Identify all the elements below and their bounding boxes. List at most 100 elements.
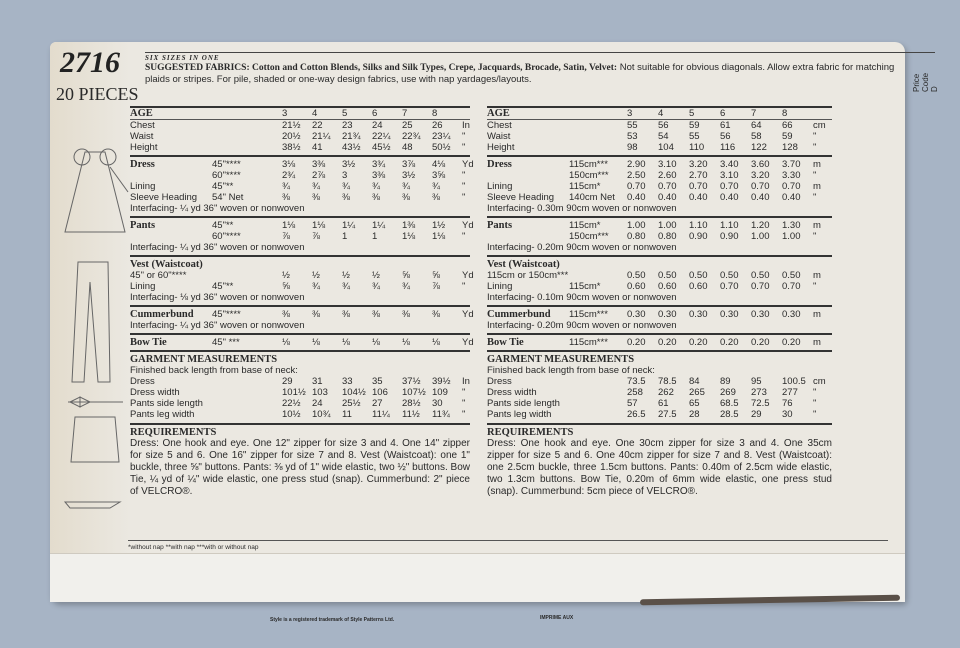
table-row: Height 38½ 41 43½ 45½ 48 50½ " <box>130 142 470 153</box>
row-label: Lining <box>487 281 513 292</box>
size-value: 0.70 <box>720 281 739 292</box>
size-value: 0.70 <box>689 181 708 192</box>
table-row: Cummerbund 115cm*** 0.30 0.30 0.30 0.30 0.30 0.… <box>487 309 832 320</box>
fabric-width <box>212 270 282 281</box>
size-value: 29 <box>751 409 762 420</box>
size-value: ¾ <box>372 281 380 292</box>
size-value: 104½ <box>342 387 366 398</box>
size-value: 26.5 <box>627 409 646 420</box>
table-row: 60"**** ⅞ ⅞ 1 1 1⅛ 1⅛ " <box>130 231 470 242</box>
pattern-envelope: 2716 20 PIECES Price Code D SIX SIZES IN… <box>50 42 939 623</box>
divider <box>145 52 935 53</box>
size-value: 1⅛ <box>312 220 326 231</box>
row-label: AGE <box>130 108 153 119</box>
size-value: 61 <box>720 120 731 131</box>
unit: " <box>462 231 466 242</box>
row-label <box>487 231 569 242</box>
size-value: 1.10 <box>689 220 708 231</box>
size-value: 53 <box>627 131 638 142</box>
size-value: ⅜ <box>372 309 380 320</box>
yardage-section: Vest (Waistcoat) 115cm or 150cm*** 0.50 0.5… <box>487 255 832 303</box>
sizes-banner: SIX SIZES IN ONE <box>145 54 220 62</box>
size-value: 0.90 <box>720 231 739 242</box>
size-value: 33 <box>342 376 353 387</box>
fabric-width: 60"**** <box>212 231 241 242</box>
fabric-width <box>212 387 282 398</box>
row-label: Dress <box>130 376 155 387</box>
size-value: ¾ <box>342 281 350 292</box>
requirements-title: REQUIREMENTS <box>487 423 832 438</box>
yardage-section: GARMENT MEASUREMENTS Finished back length… <box>130 350 470 420</box>
row-label: Chest <box>130 120 155 131</box>
table-row: Dress width 258 262 265 269 273 277 " <box>487 387 832 398</box>
fabric-width: 45"** <box>212 181 234 192</box>
fabric-width: 45"** <box>212 281 234 292</box>
size-value: 25½ <box>342 398 361 409</box>
row-label: Lining <box>487 181 513 192</box>
fabric-width: 45" *** <box>212 337 240 348</box>
size-value: 57 <box>627 398 638 409</box>
size-value: ½ <box>282 270 290 281</box>
table-row: Dress 45"**** 3⅛ 3⅜ 3½ 3¾ 3⅞ 4⅛ Yd <box>130 159 474 170</box>
size-value: 20½ <box>282 131 301 142</box>
metric-column: AGE 3 4 5 6 7 8 Chest 55 56 59 61 64 66 cm Waist 53 54 55 5… <box>487 106 832 498</box>
fabric-width <box>569 376 627 387</box>
size-value: ⅜ <box>342 309 350 320</box>
row-label: Bow Tie <box>130 337 167 348</box>
fabric-width <box>569 120 627 131</box>
requirements-title: REQUIREMENTS <box>130 423 470 438</box>
size-value: 1.00 <box>627 220 646 231</box>
size-value: ½ <box>312 270 320 281</box>
size-value: 21¼ <box>312 131 331 142</box>
section-subtitle: Finished back length from base of neck: <box>130 365 298 376</box>
size-value: 10½ <box>282 409 301 420</box>
size-value: 3⅞ <box>402 159 416 170</box>
fabric-width: 150cm*** <box>569 170 609 181</box>
size-value: 3.20 <box>751 170 770 181</box>
size-value: 104 <box>658 142 674 153</box>
row-label: Cummerbund <box>130 309 194 320</box>
size-value: 84 <box>689 376 700 387</box>
size-value: 21½ <box>282 120 301 131</box>
unit: " <box>462 409 466 420</box>
size-value: 89 <box>720 376 731 387</box>
table-row: Pants leg width 10½ 10¾ 11 11¼ 11½ 11¾ " <box>130 409 470 420</box>
size-value: ⅛ <box>372 337 380 348</box>
size-value: 38½ <box>282 142 301 153</box>
suggested-fabrics: SUGGESTED FABRICS: Cotton and Cotton Ble… <box>145 62 905 85</box>
size-value: 35 <box>372 376 383 387</box>
size-value: 72.5 <box>751 398 770 409</box>
size-value: 0.20 <box>627 337 646 348</box>
fabric-width <box>212 409 282 420</box>
yardage-section: AGE 3 4 5 6 7 8 Chest 21½ 22 23 24 25 26 In Waist 20½ 21¼… <box>130 106 470 153</box>
size-value: 26 <box>432 120 443 131</box>
fabric-width <box>569 387 627 398</box>
section-title: Vest (Waistcoat) <box>487 259 560 270</box>
unit: " <box>813 131 817 142</box>
fabric-width <box>212 142 282 153</box>
size-value: 37½ <box>402 376 421 387</box>
row-label: Pants side length <box>487 398 560 409</box>
size-value: 2¾ <box>282 170 296 181</box>
section-subtitle: Finished back length from base of neck: <box>487 365 655 376</box>
row-label: Height <box>130 142 158 153</box>
size-value: 0.30 <box>627 309 646 320</box>
trademark-note: Style is a registered trademark of Style… <box>270 617 395 623</box>
size-value: 0.50 <box>689 270 708 281</box>
fabric-width: 45"**** <box>212 309 241 320</box>
section-title: Vest (Waistcoat) <box>130 259 203 270</box>
size-value: 106 <box>372 387 388 398</box>
size-value: 3⅜ <box>312 159 326 170</box>
size-value: 64 <box>751 120 762 131</box>
yardage-section: AGE 3 4 5 6 7 8 Chest 55 56 59 61 64 66 cm Waist 53 54 55 5… <box>487 106 832 153</box>
pattern-number: 2716 <box>60 46 120 79</box>
row-label <box>130 170 212 181</box>
table-row: Pants leg width 26.5 27.5 28 28.5 29 30 " <box>487 409 832 420</box>
table-row: Lining 115cm* 0.60 0.60 0.60 0.70 0.70 0.70 " <box>487 281 832 292</box>
size-value: ⅛ <box>282 337 290 348</box>
unit: " <box>462 170 466 181</box>
size-value: 0.60 <box>627 281 646 292</box>
size-value: ⅜ <box>372 192 380 203</box>
table-row: Bow Tie 115cm*** 0.20 0.20 0.20 0.20 0.20 0.20 m <box>487 337 832 348</box>
table-row: Dress 115cm*** 2.90 3.10 3.20 3.40 3.60 3.70 m <box>487 159 832 170</box>
